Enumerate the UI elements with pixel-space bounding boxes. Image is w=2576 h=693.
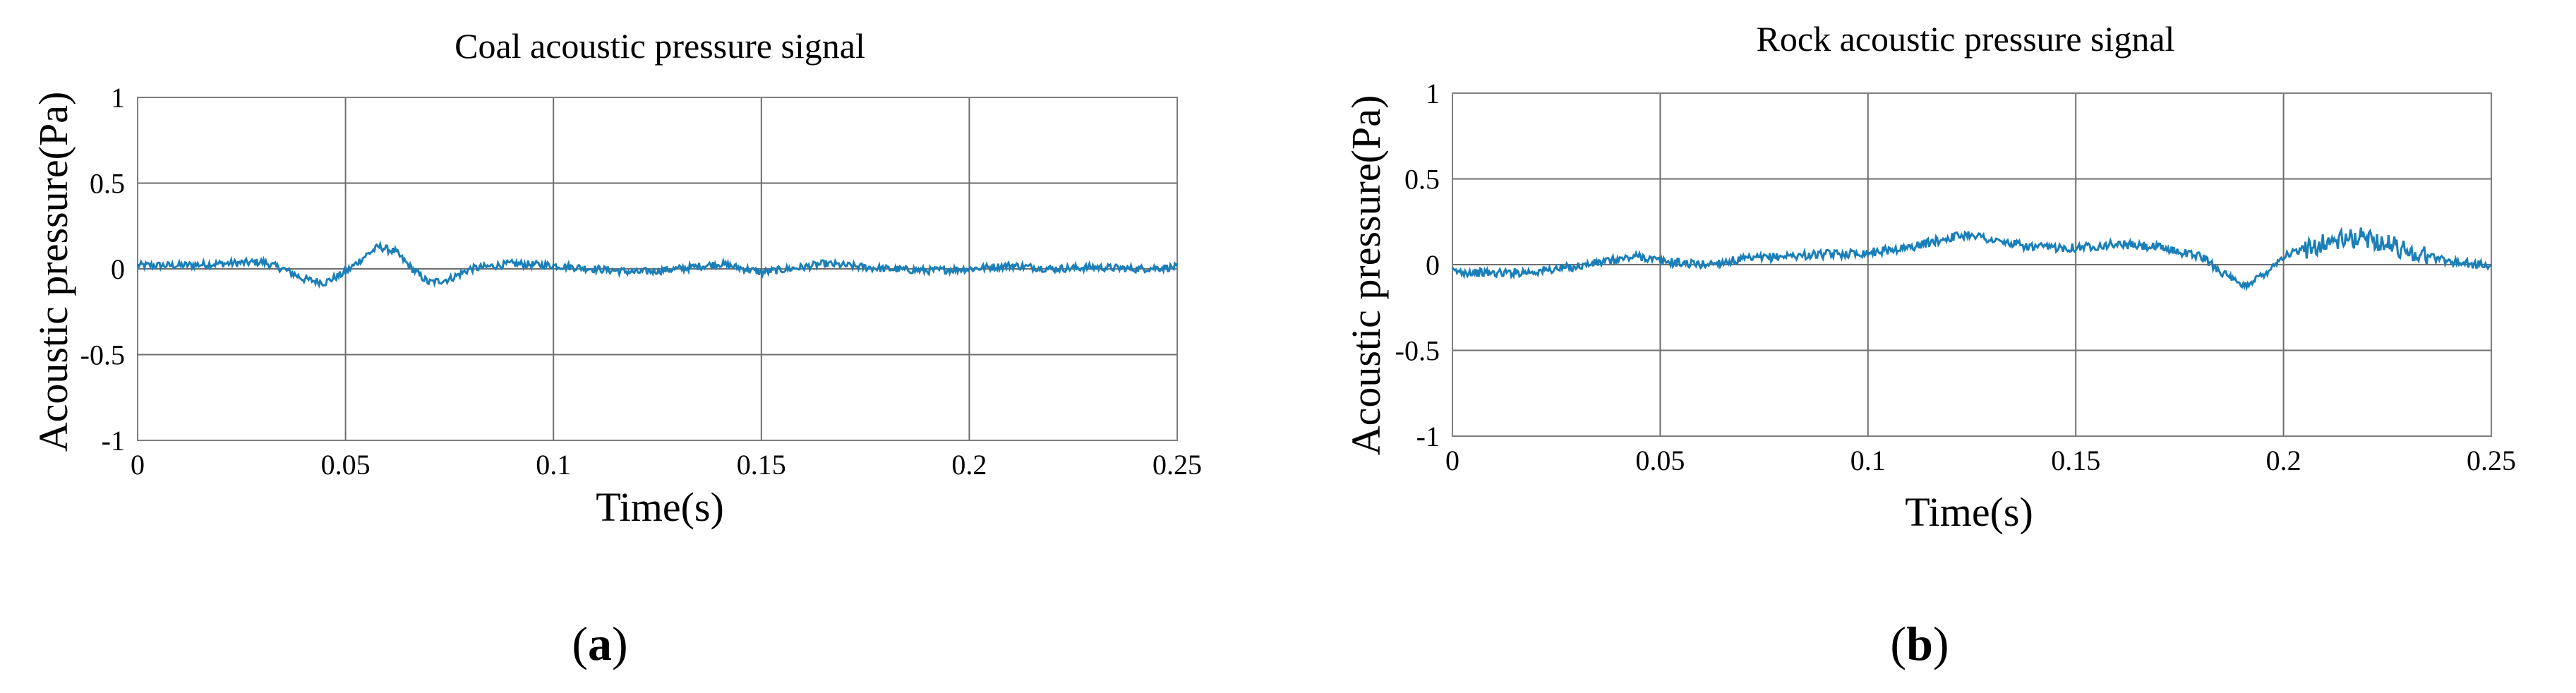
x-tick-label-rock: 0.2 [2266,445,2301,476]
x-tick-label-rock: 0 [1445,445,1459,476]
plot-frame-coal [137,97,1178,441]
chart-title-coal: Coal acoustic pressure signal [455,26,865,66]
x-tick-label-coal: 0.2 [951,449,987,481]
y-ticks-coal: 1 0.5 0 -0.5 -1 [80,82,125,457]
y-tick-label-coal: 0.5 [90,168,125,200]
caption-b: (b) [1890,617,1949,670]
x-tick-label-rock: 0.1 [1850,445,1886,476]
y-tick-label-coal: 0 [111,253,125,285]
y-ticks-rock: 1 0.5 0 -0.5 -1 [1395,78,1440,452]
x-tick-label-coal: 0.1 [536,449,571,481]
chart-title-rock: Rock acoustic pressure signal [1757,19,2175,59]
panel-rock: Rock acoustic pressure signal 0 0.05 0.1 0.… [1343,19,2516,670]
x-tick-label-coal: 0.15 [737,449,786,481]
x-tick-label-rock: 0.05 [1635,445,1685,476]
grid-rock [1452,93,2491,436]
panel-coal: Coal acoustic pressure signal 0 0.05 0.1 0.… [30,26,1202,670]
x-axis-label-rock: Time(s) [1905,489,2033,535]
y-axis-label-coal: Acoustic pressure(Pa) [30,92,76,452]
y-tick-label-rock: 1 [1426,78,1440,109]
y-tick-label-rock: -1 [1416,421,1440,452]
x-ticks-coal: 0 0.05 0.1 0.15 0.2 0.25 [131,449,1202,481]
x-tick-label-coal: 0.25 [1152,449,1202,481]
y-tick-label-rock: 0.5 [1404,164,1440,195]
x-axis-label-coal: Time(s) [596,484,724,530]
caption-a: (a) [572,617,627,670]
y-tick-label-rock: -0.5 [1395,335,1440,367]
series-line-coal [136,240,1179,289]
x-tick-label-coal: 0 [131,449,145,481]
x-tick-label-coal: 0.05 [321,449,371,481]
x-tick-label-rock: 0.25 [2467,445,2516,476]
y-axis-label-rock: Acoustic pressure(Pa) [1343,95,1389,456]
y-tick-label-rock: 0 [1426,249,1440,281]
y-tick-label-coal: 1 [111,82,125,114]
x-ticks-rock: 0 0.05 0.1 0.15 0.2 0.25 [1445,445,2516,476]
x-tick-label-rock: 0.15 [2051,445,2100,476]
series-line-rock [1451,226,2492,292]
y-tick-label-coal: -0.5 [80,339,125,371]
y-tick-label-coal: -1 [102,425,125,457]
